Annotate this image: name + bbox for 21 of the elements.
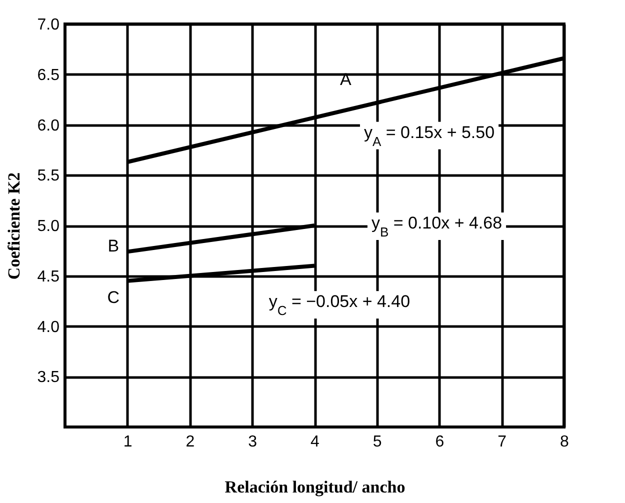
- y-tick-label: 4.5: [37, 268, 60, 286]
- x-tick-label: 8: [560, 434, 570, 450]
- series-label: B: [108, 236, 120, 256]
- y-tick-label: 3.5: [37, 369, 60, 386]
- x-tick-label: 3: [248, 434, 258, 450]
- y-tick-label: 5.0: [37, 218, 60, 235]
- y-tick-label: 7.0: [37, 16, 60, 34]
- x-tick-label: 2: [186, 434, 195, 450]
- y-tick-label: 4.0: [37, 318, 60, 336]
- x-tick-label: 6: [435, 434, 444, 450]
- x-tick-label: 5: [372, 434, 382, 450]
- x-axis-title: Relación longitud/ ancho: [224, 478, 406, 496]
- y-tick-label: 6.0: [37, 117, 60, 134]
- y-tick-label: 5.5: [37, 168, 60, 185]
- series-label: C: [107, 288, 120, 307]
- x-tick-label: 1: [123, 434, 132, 450]
- annotation: y$_{C}$ = −0.05x + 4.40: [268, 292, 410, 318]
- y-axis-title: Coeficiente K2: [4, 172, 24, 280]
- x-tick-label: 7: [498, 434, 507, 450]
- y-tick-label: 6.5: [37, 66, 60, 84]
- x-tick-label: 4: [310, 434, 320, 450]
